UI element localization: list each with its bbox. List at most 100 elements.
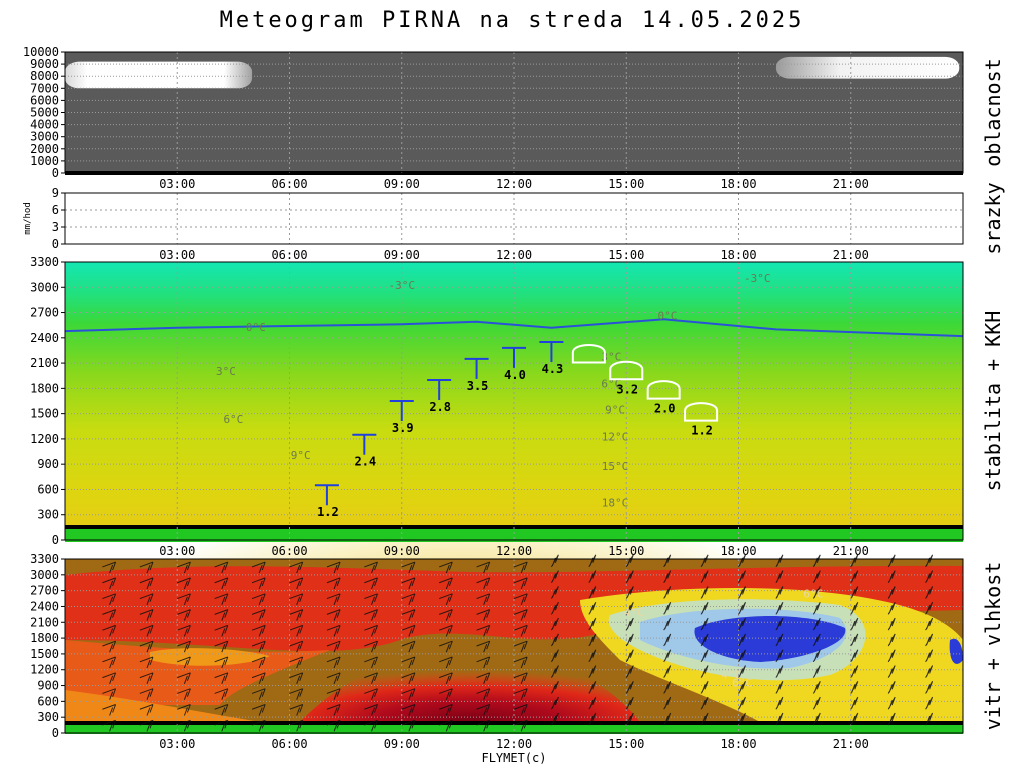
y-tick-label-vitr: 2400 (30, 599, 59, 613)
x-tick-label-vitr: 12:00 (496, 737, 532, 751)
x-tick-label-srazky: 12:00 (496, 248, 532, 262)
y-tick-label-oblacnost: 7000 (30, 81, 59, 95)
y-tick-label-stabilita: 2100 (30, 356, 59, 370)
isotherm-label: 3°C (216, 365, 236, 378)
x-tick-label-oblacnost: 21:00 (833, 177, 869, 191)
isotherm-label: -3°C (744, 272, 771, 285)
y-tick-label-oblacnost: 8000 (30, 69, 59, 83)
thermal-value: 2.4 (354, 455, 376, 469)
y-tick-label-vitr: 1200 (30, 663, 59, 677)
panel-side-labels: oblacnost srazky stabilita + KKH vitr + vlh… (981, 58, 1005, 730)
y-tick-label-stabilita: 2700 (30, 306, 59, 320)
x-tick-label-oblacnost: 09:00 (384, 177, 420, 191)
cloud-layer (776, 57, 959, 79)
isotherm-label: 6°C (223, 413, 243, 426)
y-tick-label-stabilita: 2400 (30, 331, 59, 345)
y-tick-label-oblacnost: 0 (52, 166, 59, 180)
y-tick-label-srazky: 3 (52, 220, 59, 234)
y-tick-label-stabilita: 1800 (30, 381, 59, 395)
thermal-value: 1.2 (317, 505, 339, 519)
side-label-oblacnost: oblacnost (981, 58, 1005, 166)
x-tick-label-vitr: 03:00 (159, 737, 195, 751)
x-tick-label-stabilita: 12:00 (496, 544, 532, 558)
y-tick-label-vitr: 600 (37, 694, 59, 708)
isotherm-label: 9°C (605, 404, 625, 417)
y-tick-label-stabilita: 600 (37, 482, 59, 496)
x-tick-label-vitr: 06:00 (271, 737, 307, 751)
y-tick-label-vitr: 0 (52, 726, 59, 740)
thermal-value: 4.3 (542, 362, 564, 376)
thermal-value: 2.8 (429, 400, 451, 414)
y-tick-label-vitr: 2100 (30, 615, 59, 629)
y-tick-label-vitr: 900 (37, 679, 59, 693)
y-tick-label-vitr: 1500 (30, 647, 59, 661)
y-tick-label-oblacnost: 4000 (30, 118, 59, 132)
y-tick-label-oblacnost: 5000 (30, 106, 59, 120)
x-tick-label-srazky: 06:00 (271, 248, 307, 262)
y-tick-label-vitr: 3000 (30, 568, 59, 582)
isotherm-label: 12°C (602, 431, 629, 444)
side-label-srazky: srazky (981, 182, 1005, 254)
y-tick-label-stabilita: 3300 (30, 255, 59, 269)
cloud-base-value: 2.0 (654, 402, 676, 416)
x-tick-label-srazky: 09:00 (384, 248, 420, 262)
x-tick-label-oblacnost: 03:00 (159, 177, 195, 191)
x-tick-label-stabilita: 06:00 (271, 544, 307, 558)
x-tick-label-stabilita: 09:00 (384, 544, 420, 558)
y-tick-label-stabilita: 900 (37, 457, 59, 471)
y-tick-label-stabilita: 0 (52, 533, 59, 547)
isotherm-label: 0°C (246, 321, 266, 334)
cloud-base-value: 1.2 (691, 424, 713, 438)
y-tick-label-stabilita: 1200 (30, 432, 59, 446)
y-tick-label-oblacnost: 6000 (30, 93, 59, 107)
x-tick-label-srazky: 18:00 (720, 248, 756, 262)
x-tick-label-srazky: 03:00 (159, 248, 195, 262)
isotherm-label: 4°C (624, 606, 644, 619)
isotherm-label: 6°C (803, 587, 823, 600)
x-tick-label-stabilita: 18:00 (720, 544, 756, 558)
x-tick-label-vitr: 18:00 (720, 737, 756, 751)
y-tick-label-oblacnost: 1000 (30, 154, 59, 168)
side-label-vitr: vitr + vlhkost (981, 562, 1005, 731)
x-tick-label-stabilita: 03:00 (159, 544, 195, 558)
isotherm-label: 15°C (602, 460, 629, 473)
y-tick-label-oblacnost: 9000 (30, 57, 59, 71)
x-tick-label-stabilita: 15:00 (608, 544, 644, 558)
x-tick-label-vitr: 21:00 (833, 737, 869, 751)
y-tick-label-oblacnost: 2000 (30, 142, 59, 156)
isotherm-label: 6°C (732, 677, 752, 690)
y-tick-label-srazky: 0 (52, 237, 59, 251)
side-label-stabilita: stabilita + KKH (981, 311, 1005, 492)
y-tick-label-vitr: 3300 (30, 552, 59, 566)
y-tick-label-stabilita: 300 (37, 508, 59, 522)
thermal-value: 3.9 (392, 421, 414, 435)
x-tick-label-vitr: 15:00 (608, 737, 644, 751)
isotherm-label: 9°C (291, 449, 311, 462)
cloud-layer (65, 62, 252, 89)
x-tick-label-oblacnost: 18:00 (720, 177, 756, 191)
y-tick-label-oblacnost: 3000 (30, 130, 59, 144)
x-tick-label-vitr: 09:00 (384, 737, 420, 751)
y-tick-label-vitr: 1800 (30, 631, 59, 645)
y-tick-label-stabilita: 1500 (30, 407, 59, 421)
y-tick-label-stabilita: 3000 (30, 280, 59, 294)
x-tick-label-oblacnost: 06:00 (271, 177, 307, 191)
y-tick-label-vitr: 300 (37, 710, 59, 724)
isotherm-label: 0°C (657, 309, 677, 322)
x-tick-label-oblacnost: 12:00 (496, 177, 532, 191)
isotherm-label: -3°C (389, 279, 416, 292)
cloud-base-value: 3.2 (616, 382, 638, 396)
y-tick-label-oblacnost: 10000 (23, 45, 59, 59)
x-tick-label-stabilita: 21:00 (833, 544, 869, 558)
ylabel-srazky: mm/hod (23, 202, 33, 235)
isotherm-label: 18°C (602, 496, 629, 509)
x-tick-label-oblacnost: 15:00 (608, 177, 644, 191)
thermal-value: 3.5 (467, 379, 489, 393)
footer-credit: FLYMET(c) (481, 751, 546, 765)
x-tick-label-srazky: 21:00 (833, 248, 869, 262)
y-tick-label-vitr: 2700 (30, 584, 59, 598)
thermal-value: 4.0 (504, 368, 526, 382)
y-tick-label-srazky: 9 (52, 186, 59, 200)
x-tick-label-srazky: 15:00 (608, 248, 644, 262)
